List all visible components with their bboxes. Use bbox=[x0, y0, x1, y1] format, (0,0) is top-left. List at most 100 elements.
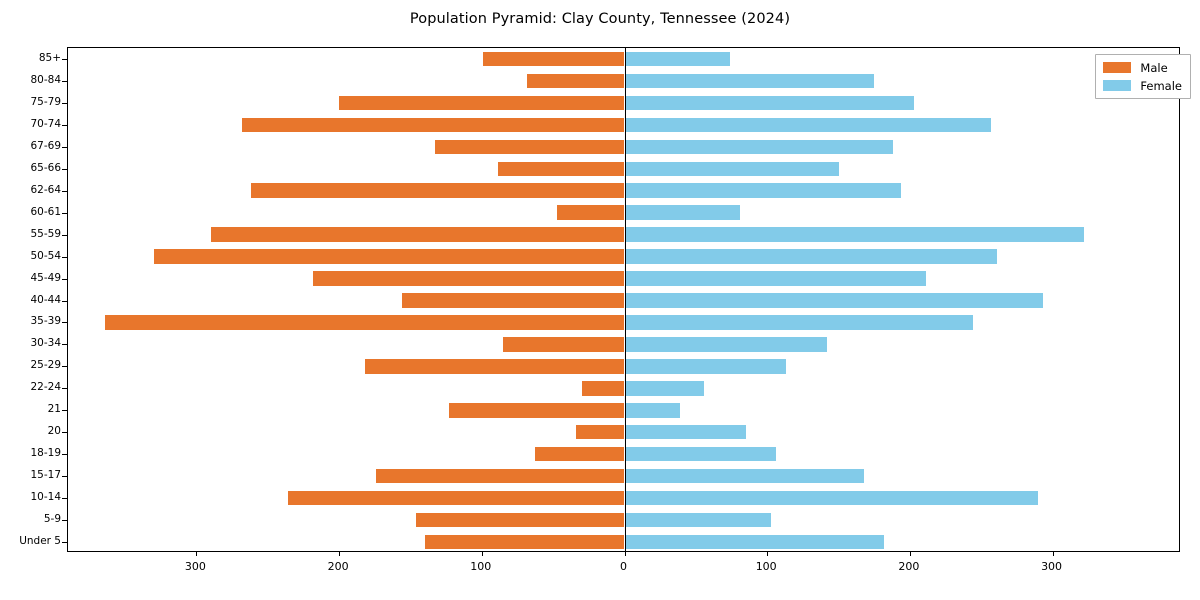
y-axis-label: 20 bbox=[47, 425, 61, 438]
y-axis-tick bbox=[62, 80, 68, 82]
bar-male bbox=[105, 315, 625, 330]
bar-female bbox=[624, 512, 772, 528]
bar-male bbox=[581, 381, 625, 396]
bars-layer bbox=[68, 48, 1179, 551]
bar-female bbox=[624, 161, 839, 176]
bar-female bbox=[624, 337, 828, 352]
y-axis-tick bbox=[62, 454, 68, 456]
bar-female bbox=[624, 446, 776, 462]
bar-male bbox=[557, 205, 625, 220]
y-axis-label: Under 5 bbox=[19, 535, 61, 548]
bar-row bbox=[68, 139, 1179, 155]
bar-male bbox=[339, 95, 625, 111]
bar-female bbox=[624, 73, 875, 89]
bar-male bbox=[153, 249, 625, 264]
y-axis-label: 18-19 bbox=[30, 447, 61, 460]
bar-row bbox=[68, 468, 1179, 484]
x-axis-tick bbox=[339, 551, 341, 556]
bar-row bbox=[68, 403, 1179, 418]
y-axis-tick bbox=[62, 542, 68, 544]
x-axis-tick bbox=[196, 551, 198, 556]
y-axis-tick bbox=[62, 476, 68, 478]
bar-row bbox=[68, 161, 1179, 176]
bar-female bbox=[624, 293, 1043, 308]
bar-row bbox=[68, 205, 1179, 220]
y-axis-label: 80-84 bbox=[30, 73, 61, 86]
bar-female bbox=[624, 95, 915, 111]
y-axis-label: 25-29 bbox=[30, 359, 61, 372]
x-axis-tick bbox=[481, 551, 483, 556]
bar-male bbox=[534, 446, 625, 462]
bar-female bbox=[624, 315, 973, 330]
y-axis-label: 55-59 bbox=[30, 227, 61, 240]
bar-row bbox=[68, 95, 1179, 111]
y-axis-tick bbox=[62, 190, 68, 192]
bar-female bbox=[624, 271, 926, 286]
y-axis-tick bbox=[62, 124, 68, 126]
y-axis-label: 65-66 bbox=[30, 161, 61, 174]
bar-female bbox=[624, 490, 1039, 506]
y-axis-tick bbox=[62, 322, 68, 324]
bar-row bbox=[68, 51, 1179, 67]
y-axis-label: 30-34 bbox=[30, 337, 61, 350]
legend-item: Male bbox=[1103, 60, 1182, 75]
x-axis-tick bbox=[624, 551, 626, 556]
bar-male bbox=[527, 73, 625, 89]
bar-female bbox=[624, 139, 893, 155]
bar-row bbox=[68, 534, 1179, 550]
bar-row bbox=[68, 315, 1179, 330]
y-axis-tick bbox=[62, 300, 68, 302]
y-axis-tick bbox=[62, 432, 68, 434]
y-axis-label: 40-44 bbox=[30, 293, 61, 306]
bar-female bbox=[624, 424, 746, 440]
y-axis-tick bbox=[62, 58, 68, 60]
bar-female bbox=[624, 468, 865, 484]
bar-row bbox=[68, 446, 1179, 462]
bar-male bbox=[424, 534, 625, 550]
bar-male bbox=[434, 139, 625, 155]
legend-label: Female bbox=[1140, 78, 1182, 93]
y-axis-tick bbox=[62, 234, 68, 236]
bar-female bbox=[624, 205, 741, 220]
bar-male bbox=[416, 512, 625, 528]
y-axis-label: 15-17 bbox=[30, 469, 61, 482]
x-axis-label: 100 bbox=[470, 560, 492, 573]
y-axis-label: 5-9 bbox=[43, 513, 61, 526]
bar-row bbox=[68, 381, 1179, 396]
bar-male bbox=[376, 468, 625, 484]
bar-male bbox=[575, 424, 625, 440]
y-axis-label: 67-69 bbox=[30, 139, 61, 152]
x-axis-label: 300 bbox=[1041, 560, 1063, 573]
x-axis-tick bbox=[1052, 551, 1054, 556]
y-axis-tick bbox=[62, 102, 68, 104]
bar-female bbox=[624, 403, 681, 418]
bar-male bbox=[242, 117, 625, 133]
y-axis-tick bbox=[62, 498, 68, 500]
chart-title: Population Pyramid: Clay County, Tenness… bbox=[409, 11, 791, 27]
bar-female bbox=[624, 534, 885, 550]
y-axis-label: 35-39 bbox=[30, 315, 61, 328]
bar-row bbox=[68, 359, 1179, 374]
bar-row bbox=[68, 183, 1179, 198]
bar-male bbox=[287, 490, 625, 506]
bar-row bbox=[68, 337, 1179, 352]
bar-female bbox=[624, 249, 997, 264]
bar-female bbox=[624, 183, 902, 198]
y-axis-tick bbox=[62, 146, 68, 148]
y-axis-label: 85+ bbox=[38, 51, 61, 64]
bar-male bbox=[483, 51, 625, 67]
y-axis-label: 22-24 bbox=[30, 381, 61, 394]
x-axis-tick bbox=[909, 551, 911, 556]
y-axis-tick bbox=[62, 366, 68, 368]
y-axis-tick bbox=[62, 388, 68, 390]
y-axis-label: 60-61 bbox=[30, 205, 61, 218]
x-axis-label: 0 bbox=[620, 560, 627, 573]
bar-female bbox=[624, 227, 1084, 242]
y-axis-label: 45-49 bbox=[30, 271, 61, 284]
zero-axis-line bbox=[624, 48, 626, 551]
y-axis-label: 75-79 bbox=[30, 95, 61, 108]
legend-swatch bbox=[1103, 80, 1132, 91]
bar-row bbox=[68, 293, 1179, 308]
chart-legend: Male Female bbox=[1095, 54, 1191, 99]
